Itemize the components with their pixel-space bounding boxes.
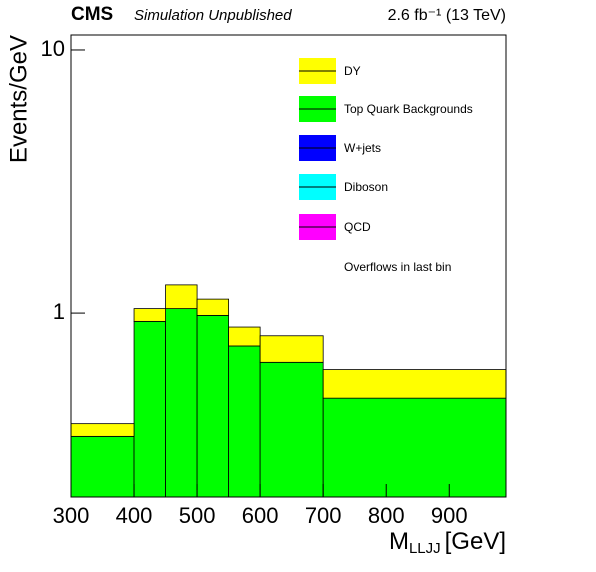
luminosity: 2.6 fb⁻¹ (13 TeV) <box>388 7 506 24</box>
y-tick-label: 10 <box>41 36 65 61</box>
annotation: Overflows in last bin <box>344 260 451 274</box>
x-tick-label: 600 <box>242 503 279 528</box>
legend-label: W+jets <box>344 141 381 155</box>
histogram-bar <box>196 298 230 316</box>
y-axis-label: Events/GeV <box>5 35 32 163</box>
x-label-sub: LLJJ <box>409 540 441 557</box>
legend-label: DY <box>344 64 361 78</box>
plot-frame <box>70 34 507 498</box>
histogram-bar <box>228 326 261 347</box>
histogram-bar <box>165 284 198 310</box>
histogram-bar <box>228 345 261 498</box>
legend-label: QCD <box>344 220 371 234</box>
x-tick-label: 800 <box>368 503 405 528</box>
x-tick-label: 900 <box>431 503 468 528</box>
histogram-bar <box>70 423 135 437</box>
status: Simulation Unpublished <box>134 7 292 24</box>
x-axis-label: MLLJJ [GeV] <box>389 528 506 557</box>
histogram-bar <box>133 308 166 322</box>
x-label-base: M <box>389 528 409 555</box>
legend-label: Diboson <box>344 180 388 194</box>
experiment: CMS <box>71 4 113 25</box>
x-tick-label: 700 <box>305 503 342 528</box>
x-label-unit: [GeV] <box>445 528 506 555</box>
histogram-bar <box>322 397 507 498</box>
histogram-bar <box>196 314 230 498</box>
histogram-bar <box>259 335 324 363</box>
histogram-bar <box>133 320 166 498</box>
x-tick-label: 300 <box>53 503 90 528</box>
histogram-bar <box>165 308 198 498</box>
x-tick-label: 400 <box>116 503 153 528</box>
x-tick-label: 500 <box>179 503 216 528</box>
y-tick-label: 1 <box>53 299 65 324</box>
histogram-bar <box>259 361 324 498</box>
histogram-bar <box>322 369 507 399</box>
legend-label: Top Quark Backgrounds <box>344 102 473 116</box>
histogram-bar <box>70 435 135 498</box>
